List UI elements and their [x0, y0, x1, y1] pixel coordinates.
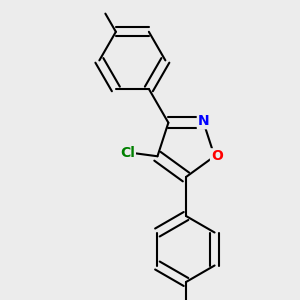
Text: N: N — [198, 114, 209, 128]
Text: O: O — [211, 149, 223, 163]
Text: Cl: Cl — [120, 146, 135, 160]
